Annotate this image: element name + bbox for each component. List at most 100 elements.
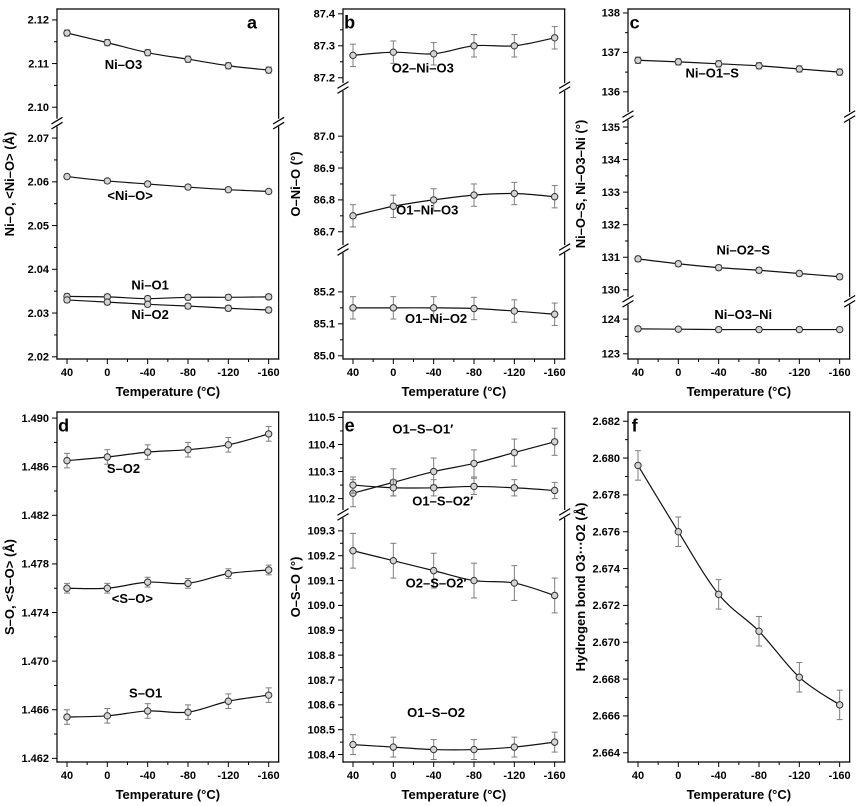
y-tick-label: 2.678 — [593, 490, 621, 502]
x-axis-title-text: Temperature (°C) — [116, 384, 221, 399]
data-point — [63, 172, 71, 181]
y-tick-label: 1.470 — [21, 656, 48, 668]
axis-break-mark — [51, 116, 63, 125]
y-tick-label: 2.682 — [593, 416, 621, 428]
y-axis-title-text: Ni–O–S, Ni–O3–Ni (°) — [573, 120, 588, 249]
axis-frame — [627, 411, 851, 763]
x-tick-label: -40 — [711, 367, 727, 379]
series-label: <Ni–O> — [107, 188, 153, 203]
series-line — [66, 433, 269, 462]
x-tick-labels: 40 0 -40 -80 -120 -160 — [632, 367, 851, 379]
series-ni-o3: Ni–O3 — [63, 29, 273, 74]
y-tick-label: 124 — [602, 314, 621, 326]
x-tick-label: -160 — [258, 367, 280, 379]
y-tick-label: 108.4 — [307, 749, 335, 761]
y-tick-label: 108.5 — [307, 724, 335, 736]
data-points — [348, 438, 559, 497]
panel-e-chart: 110.5 110.4 110.3 110.2 109.3 109.2 109.1 109.0… — [288, 411, 571, 802]
axis-break-mark — [51, 121, 63, 130]
x-tick-label: -40 — [140, 367, 156, 379]
x-axis — [66, 358, 270, 364]
axis-break-mark — [336, 81, 349, 89]
y-tick-label: 2.03 — [28, 308, 49, 320]
y-tick-label: 2.674 — [593, 563, 621, 575]
y-tick-label: 2.664 — [593, 748, 621, 760]
data-point — [389, 304, 397, 312]
series-label: Ni–O2–S — [717, 242, 771, 257]
data-point — [224, 185, 233, 194]
data-point — [715, 263, 723, 272]
axis-break-mark — [622, 299, 635, 308]
error-bars — [349, 532, 558, 614]
y-axis-title: Hydrogen bond O3⋯O2 (Å) — [573, 503, 588, 672]
series-o1-s-o2: O1–S–O2′ — [348, 476, 559, 508]
panel-letter: a — [247, 13, 258, 33]
data-point — [389, 484, 397, 492]
series-line — [66, 32, 269, 71]
data-points — [63, 292, 273, 303]
data-point — [715, 590, 723, 599]
y-axis — [51, 417, 57, 759]
data-point — [103, 38, 112, 47]
x-tick-label: -160 — [829, 367, 851, 379]
x-tick-label: 40 — [347, 770, 359, 782]
y-tick-label: 87.4 — [313, 9, 335, 21]
x-tick-label: -160 — [543, 367, 565, 379]
data-point — [550, 34, 559, 42]
y-tick-labels: 2.12 2.11 2.10 2.07 2.06 2.05 2.04 2.03 2.02 — [28, 15, 50, 364]
y-tick-label: 132 — [602, 219, 620, 231]
y-tick-label: 85.1 — [313, 319, 334, 331]
x-tick-label: 0 — [390, 770, 396, 782]
x-tick-label: 0 — [676, 770, 682, 782]
data-point — [389, 556, 397, 565]
panel-letter: f — [632, 416, 639, 436]
data-point — [674, 260, 683, 268]
data-point — [550, 738, 559, 746]
y-tick-label: 2.676 — [593, 527, 621, 539]
x-tick-label: 0 — [104, 770, 110, 782]
data-point — [389, 202, 397, 210]
y-tick-label: 134 — [602, 154, 621, 166]
y-axis-title-text: O–Ni–O (°) — [288, 151, 303, 216]
data-point — [184, 579, 192, 588]
panel-letter-text: e — [344, 416, 354, 436]
data-point — [103, 712, 112, 720]
y-axis-title: O–S–O (°) — [288, 557, 303, 618]
x-tick-label: -80 — [180, 367, 196, 379]
series-ni-o3-ni: Ni–O3–Ni — [634, 307, 844, 334]
x-tick-labels: 40 0 -40 -80 -120 -160 — [61, 367, 280, 379]
series-line — [352, 484, 555, 492]
y-tick-labels: 110.5 110.4 110.3 110.2 109.3 109.2 109.1 109.0… — [307, 412, 335, 761]
axis-break-mark — [336, 248, 349, 256]
x-tick-label: 0 — [676, 367, 682, 379]
data-point — [634, 255, 643, 263]
y-axis-title-text: Ni–O, <Ni–O> (Å) — [2, 132, 17, 237]
data-point — [103, 177, 112, 185]
y-tick-label: 136 — [602, 87, 620, 99]
x-tick-label: -80 — [751, 367, 767, 379]
data-point — [510, 579, 518, 587]
y-tick-label: 138 — [602, 8, 620, 20]
data-points — [348, 34, 559, 60]
x-axis-title: Temperature (°C) — [116, 787, 221, 802]
y-tick-label: 109.0 — [307, 600, 335, 612]
y-axis-title: S–O, <S–O> (Å) — [2, 539, 17, 635]
data-point — [63, 584, 71, 592]
x-axis — [637, 761, 841, 767]
data-point — [184, 302, 192, 310]
y-tick-label: 110.2 — [308, 493, 335, 505]
series-o1-ni-o2: O1–Ni–O2 — [348, 296, 559, 326]
data-point — [836, 68, 844, 76]
data-point — [429, 745, 438, 754]
data-point — [224, 304, 233, 312]
data-point — [348, 481, 357, 489]
series-label: S–O1 — [129, 686, 162, 701]
axis-break-mark — [272, 121, 285, 130]
data-point — [795, 325, 804, 334]
series-o2-s-o2: O2–S–O2′ — [348, 532, 559, 614]
series-o1-ni-o3: O1–Ni–O3 — [348, 181, 559, 228]
data-point — [550, 486, 559, 495]
data-point — [550, 438, 559, 446]
data-point — [469, 191, 478, 199]
